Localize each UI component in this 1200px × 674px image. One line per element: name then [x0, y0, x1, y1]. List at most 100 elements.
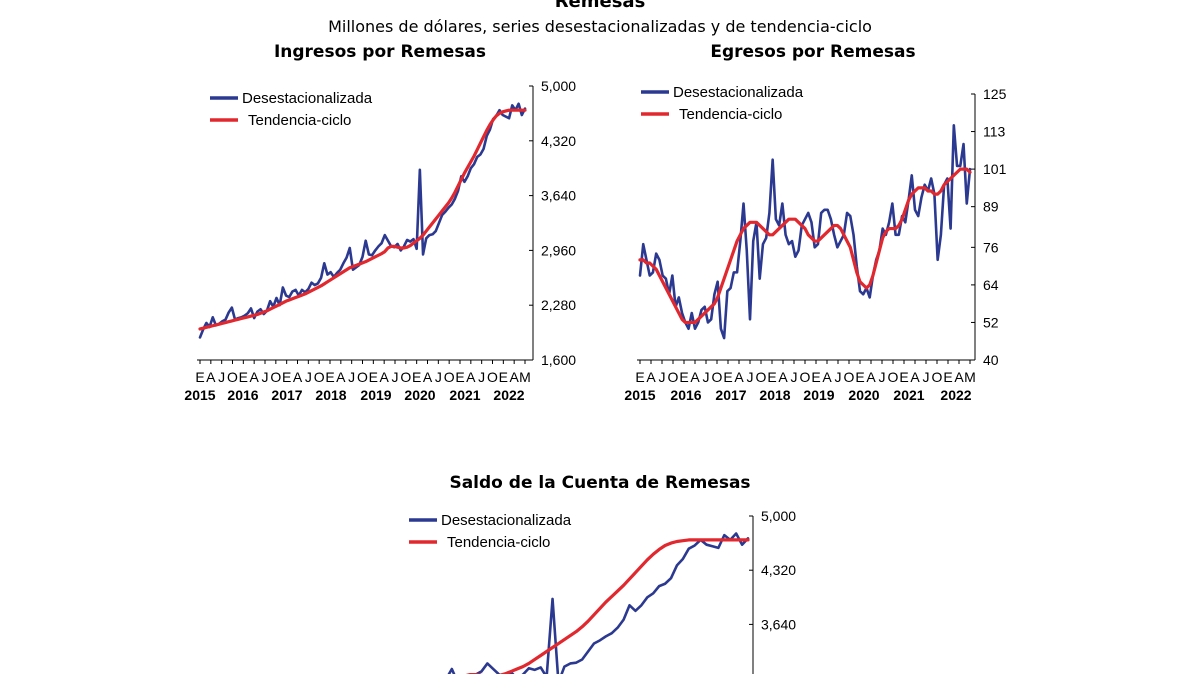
legend-label-desestacionalizada: Desestacionalizada — [673, 84, 804, 101]
x-tick-label: J — [435, 369, 442, 385]
legend-label-tendencia-ciclo: Tendencia-ciclo — [447, 534, 550, 551]
page-subtitle: Millones de dólares, series desestaciona… — [328, 17, 872, 36]
y-tick-label: 52 — [983, 314, 999, 330]
series-line-desestacionalizada — [447, 532, 750, 674]
x-tick-label: E — [767, 369, 776, 385]
x-tick-label: J — [262, 369, 269, 385]
y-tick-label: 64 — [983, 277, 999, 293]
y-tick-label: 40 — [983, 352, 999, 368]
y-tick-label: 5,000 — [761, 508, 796, 524]
x-tick-label: A — [734, 369, 744, 385]
legend-label-desestacionalizada: Desestacionalizada — [441, 512, 572, 529]
y-tick-label: 2,960 — [761, 671, 796, 674]
x-tick-label: J — [791, 369, 798, 385]
y-tick-label: 2,280 — [541, 297, 576, 313]
x-year-label: 2016 — [227, 387, 258, 403]
x-tick-label: J — [879, 369, 886, 385]
x-tick-label: E — [369, 369, 378, 385]
x-tick-label: O — [314, 369, 325, 385]
x-tick-label: E — [282, 369, 291, 385]
x-tick-label: E — [499, 369, 508, 385]
x-tick-label: O — [888, 369, 899, 385]
x-tick-label: O — [444, 369, 455, 385]
series-line-desestacionalizada — [638, 123, 972, 340]
x-tick-label: A — [910, 369, 920, 385]
y-tick-label: 89 — [983, 199, 999, 215]
x-year-label: 2020 — [404, 387, 435, 403]
x-year-label: 2022 — [493, 387, 524, 403]
legend-label-tendencia-ciclo: Tendencia-ciclo — [679, 106, 782, 123]
x-year-label: 2016 — [670, 387, 701, 403]
x-year-label: 2017 — [715, 387, 746, 403]
series-line-desestacionalizada — [198, 102, 527, 339]
x-tick-label: J — [348, 369, 355, 385]
y-tick-label: 3,640 — [761, 616, 796, 632]
x-tick-label: O — [487, 369, 498, 385]
y-tick-label: 101 — [983, 161, 1007, 177]
chart-title-saldo: Saldo de la Cuenta de Remesas — [449, 473, 751, 493]
x-year-label: 2019 — [360, 387, 391, 403]
x-tick-label: E — [943, 369, 952, 385]
x-tick-label: A — [509, 369, 519, 385]
series-line-tendencia-ciclo — [198, 108, 527, 331]
x-tick-label: E — [811, 369, 820, 385]
x-tick-label: O — [227, 369, 238, 385]
x-tick-label: E — [679, 369, 688, 385]
x-tick-label: A — [423, 369, 433, 385]
x-tick-label: E — [899, 369, 908, 385]
series-line-tendencia-ciclo — [465, 538, 750, 674]
legend-label-tendencia-ciclo: Tendencia-ciclo — [248, 112, 351, 129]
y-tick-label: 2,960 — [541, 242, 576, 258]
x-tick-label: J — [747, 369, 754, 385]
x-tick-label: J — [478, 369, 485, 385]
x-year-label: 2020 — [848, 387, 879, 403]
x-tick-label: E — [412, 369, 421, 385]
chart-2: 2,960 3,640 4,320 5,000 Desestacionalizada Te… — [409, 508, 796, 674]
x-tick-label: J — [392, 369, 399, 385]
series-line-tendencia-ciclo — [638, 167, 972, 325]
x-tick-label: O — [844, 369, 855, 385]
x-tick-label: E — [635, 369, 644, 385]
x-tick-label: J — [703, 369, 710, 385]
chart-title-egresos: Egresos por Remesas — [710, 42, 916, 62]
x-year-label: 2022 — [940, 387, 971, 403]
x-tick-label: J — [659, 369, 666, 385]
x-tick-label: O — [270, 369, 281, 385]
x-tick-label: J — [835, 369, 842, 385]
y-tick-label: 113 — [983, 124, 1006, 140]
x-tick-label: J — [923, 369, 930, 385]
y-tick-label: 76 — [983, 239, 999, 255]
x-tick-label: A — [646, 369, 656, 385]
x-tick-label: J — [218, 369, 225, 385]
y-tick-label: 1,600 — [541, 352, 576, 368]
x-tick-label: M — [519, 369, 531, 385]
x-tick-label: O — [932, 369, 943, 385]
x-tick-label: A — [336, 369, 346, 385]
x-tick-label: A — [249, 369, 259, 385]
x-tick-label: E — [855, 369, 864, 385]
x-tick-label: A — [690, 369, 700, 385]
x-year-label: 2018 — [759, 387, 790, 403]
x-tick-label: J — [305, 369, 312, 385]
y-tick-label: 5,000 — [541, 78, 576, 94]
x-tick-label: A — [206, 369, 216, 385]
x-year-label: 2018 — [315, 387, 346, 403]
x-tick-label: A — [866, 369, 876, 385]
x-year-label: 2021 — [449, 387, 480, 403]
y-tick-label: 4,320 — [541, 133, 576, 149]
x-tick-label: O — [800, 369, 811, 385]
legend-label-desestacionalizada: Desestacionalizada — [242, 90, 373, 107]
x-year-label: 2015 — [184, 387, 215, 403]
x-tick-label: E — [239, 369, 248, 385]
y-tick-label: 3,640 — [541, 188, 576, 204]
x-tick-label: E — [723, 369, 732, 385]
x-year-label: 2015 — [624, 387, 655, 403]
x-tick-label: A — [466, 369, 476, 385]
y-tick-label: 4,320 — [761, 562, 796, 578]
x-year-label: 2021 — [893, 387, 924, 403]
x-tick-label: O — [400, 369, 411, 385]
x-tick-label: A — [293, 369, 303, 385]
